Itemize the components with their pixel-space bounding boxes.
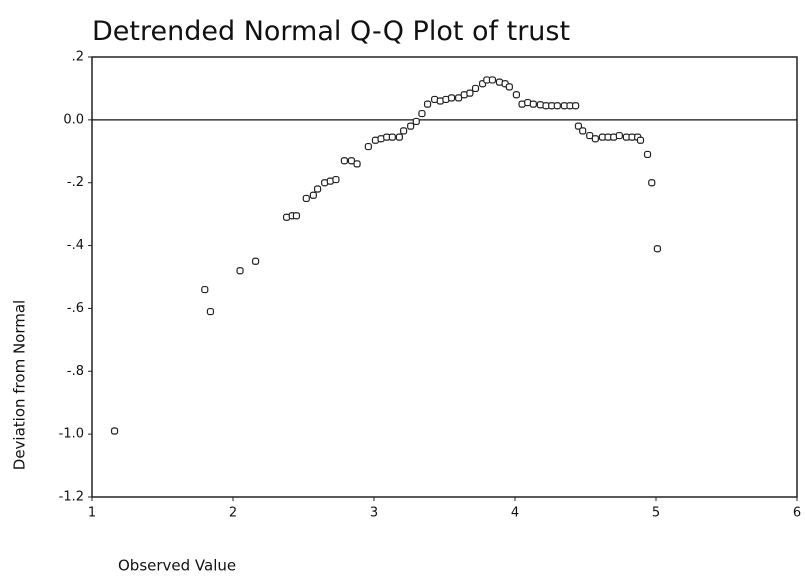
point: [423, 100, 432, 108]
point: [302, 194, 310, 203]
plot-frame: [91, 56, 798, 498]
point: [591, 135, 599, 143]
point: [332, 175, 340, 184]
point: [309, 191, 317, 199]
point: [553, 102, 561, 110]
point: [251, 257, 260, 265]
y-tick-label: -1.2: [59, 490, 84, 505]
y-tick-label: .2: [72, 50, 84, 65]
x-tick-label: 2: [229, 506, 237, 521]
point: [395, 133, 403, 141]
point: [505, 83, 513, 91]
point: [236, 267, 244, 275]
point: [653, 245, 662, 253]
point: [364, 142, 372, 151]
point: [488, 76, 497, 84]
y-tick-label: -.2: [67, 175, 84, 190]
point: [466, 89, 474, 97]
point: [206, 307, 215, 316]
y-tick-label: -.8: [67, 364, 84, 379]
point: [572, 102, 580, 110]
point: [407, 122, 415, 130]
x-tick-label: 4: [511, 506, 519, 521]
point: [615, 131, 623, 140]
chart-title: Detrended Normal Q-Q Plot of trust: [92, 16, 570, 47]
point: [201, 285, 209, 294]
x-tick-label: 3: [370, 506, 378, 521]
x-tick-label: 1: [88, 506, 96, 521]
y-tick-label: 0.0: [63, 112, 84, 127]
point: [418, 109, 426, 118]
point: [314, 185, 322, 193]
x-tick-label: 6: [793, 506, 801, 521]
point: [574, 122, 583, 130]
point: [648, 179, 656, 187]
point: [400, 127, 408, 135]
point: [110, 427, 119, 435]
point: [643, 150, 652, 159]
x-axis-label: Observed Value: [118, 557, 236, 575]
point: [412, 117, 420, 126]
point: [447, 94, 456, 102]
point: [388, 133, 396, 141]
point: [471, 84, 480, 93]
point: [512, 91, 521, 99]
point: [636, 136, 645, 144]
y-axis-label: Deviation from Normal: [11, 300, 29, 470]
y-tick-label: -.4: [67, 238, 84, 253]
point: [340, 157, 348, 165]
point: [579, 127, 587, 135]
y-tick-label: -.6: [67, 301, 84, 316]
point: [353, 160, 361, 168]
y-tick-label: -1.0: [59, 427, 84, 442]
point: [292, 212, 301, 220]
x-tick-label: 5: [652, 506, 660, 521]
point: [529, 100, 537, 108]
